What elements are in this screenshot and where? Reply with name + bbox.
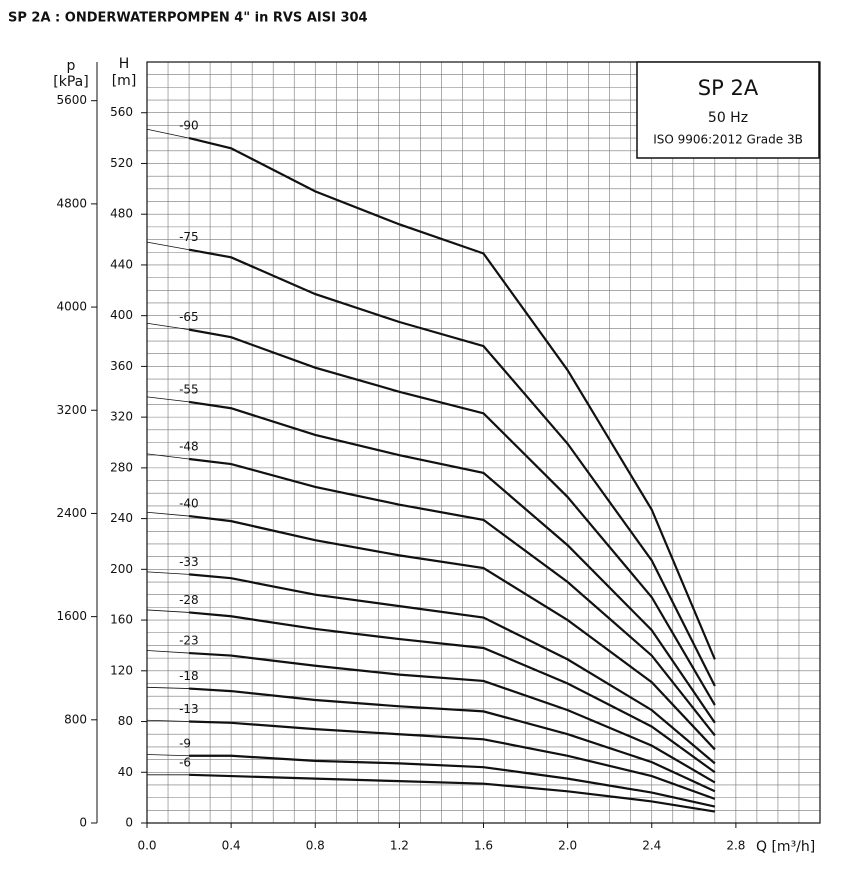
y-tick-label: 280 xyxy=(110,460,133,474)
x-tick-label: 2.8 xyxy=(726,839,745,853)
series-label: -65 xyxy=(179,310,199,324)
curve xyxy=(146,241,190,251)
curve xyxy=(146,571,190,575)
y-tick-label: 160 xyxy=(110,613,133,627)
y-tick-label: 0 xyxy=(125,816,133,830)
x-tick-label: 0.8 xyxy=(306,839,325,853)
curve xyxy=(188,400,716,724)
y-tick-label: 520 xyxy=(110,156,133,170)
curve xyxy=(188,514,716,751)
frequency: 50 Hz xyxy=(708,110,748,126)
series-label: -23 xyxy=(179,634,199,648)
y2-tick-label: 4800 xyxy=(56,196,87,210)
y2-axis-symbol: p xyxy=(67,58,76,74)
curve xyxy=(146,650,190,654)
y-tick-label: 480 xyxy=(110,207,133,221)
curve xyxy=(188,611,716,774)
curve xyxy=(188,137,716,660)
series-label: -75 xyxy=(179,230,199,244)
series-label: -18 xyxy=(179,669,199,683)
y-axis-symbol: H xyxy=(119,56,130,72)
x-tick-label: 1.2 xyxy=(390,839,409,853)
series-label: -28 xyxy=(179,593,199,607)
y2-tick-label: 2400 xyxy=(56,506,87,520)
series-label: -40 xyxy=(179,497,199,511)
y-tick-label: 80 xyxy=(118,714,133,728)
curve xyxy=(146,322,190,331)
curve xyxy=(146,754,190,757)
y-tick-label: 40 xyxy=(118,765,133,779)
x-axis-label: Q [m³/h] xyxy=(756,839,815,855)
series-label: -9 xyxy=(179,736,191,750)
curve xyxy=(188,457,716,737)
info-box xyxy=(636,61,820,159)
x-tick-label: 0.4 xyxy=(222,839,241,853)
curve xyxy=(189,773,716,813)
y-tick-label: 200 xyxy=(110,562,133,576)
y2-tick-label: 0 xyxy=(79,816,87,830)
curve xyxy=(146,609,190,613)
curve xyxy=(189,720,716,800)
x-tick-label: 1.6 xyxy=(474,839,493,853)
y-axis-unit: [m] xyxy=(112,73,137,89)
y2-tick-label: 800 xyxy=(64,712,87,726)
series-label: -13 xyxy=(179,702,199,716)
x-tick-label: 2.0 xyxy=(558,839,577,853)
series-label: -90 xyxy=(179,119,199,133)
curve xyxy=(188,328,716,706)
curve xyxy=(189,754,716,808)
y2-tick-label: 1600 xyxy=(56,609,87,623)
standard: ISO 9906:2012 Grade 3B xyxy=(653,133,803,147)
curve xyxy=(188,248,716,687)
curve xyxy=(146,719,190,722)
curve xyxy=(146,453,190,460)
y-tick-label: 240 xyxy=(110,511,133,525)
curve xyxy=(146,396,190,403)
x-tick-label: 0.0 xyxy=(137,839,156,853)
y-tick-label: 400 xyxy=(110,308,133,322)
y2-tick-label: 3200 xyxy=(56,403,87,417)
curve xyxy=(188,651,716,784)
series-label: -33 xyxy=(179,555,199,569)
curve xyxy=(188,573,716,765)
curve xyxy=(146,686,190,689)
y2-tick-label: 4000 xyxy=(56,300,87,314)
curve xyxy=(188,687,716,793)
y2-tick-label: 5600 xyxy=(56,93,87,107)
y-tick-label: 120 xyxy=(110,663,133,677)
series-label: -48 xyxy=(179,439,199,453)
series-label: -55 xyxy=(179,382,199,396)
chart-title: SP 2A : ONDERWATERPOMPEN 4" in RVS AISI … xyxy=(8,11,368,26)
series-label: -6 xyxy=(179,755,191,769)
y2-axis-unit: [kPa] xyxy=(53,74,88,90)
y-tick-label: 440 xyxy=(110,257,133,271)
y-tick-label: 560 xyxy=(110,105,133,119)
curve xyxy=(146,128,190,139)
y-tick-label: 360 xyxy=(110,359,133,373)
y-tick-label: 320 xyxy=(110,410,133,424)
x-tick-label: 2.4 xyxy=(642,839,661,853)
curve xyxy=(146,511,190,517)
model: SP 2A xyxy=(698,76,759,100)
